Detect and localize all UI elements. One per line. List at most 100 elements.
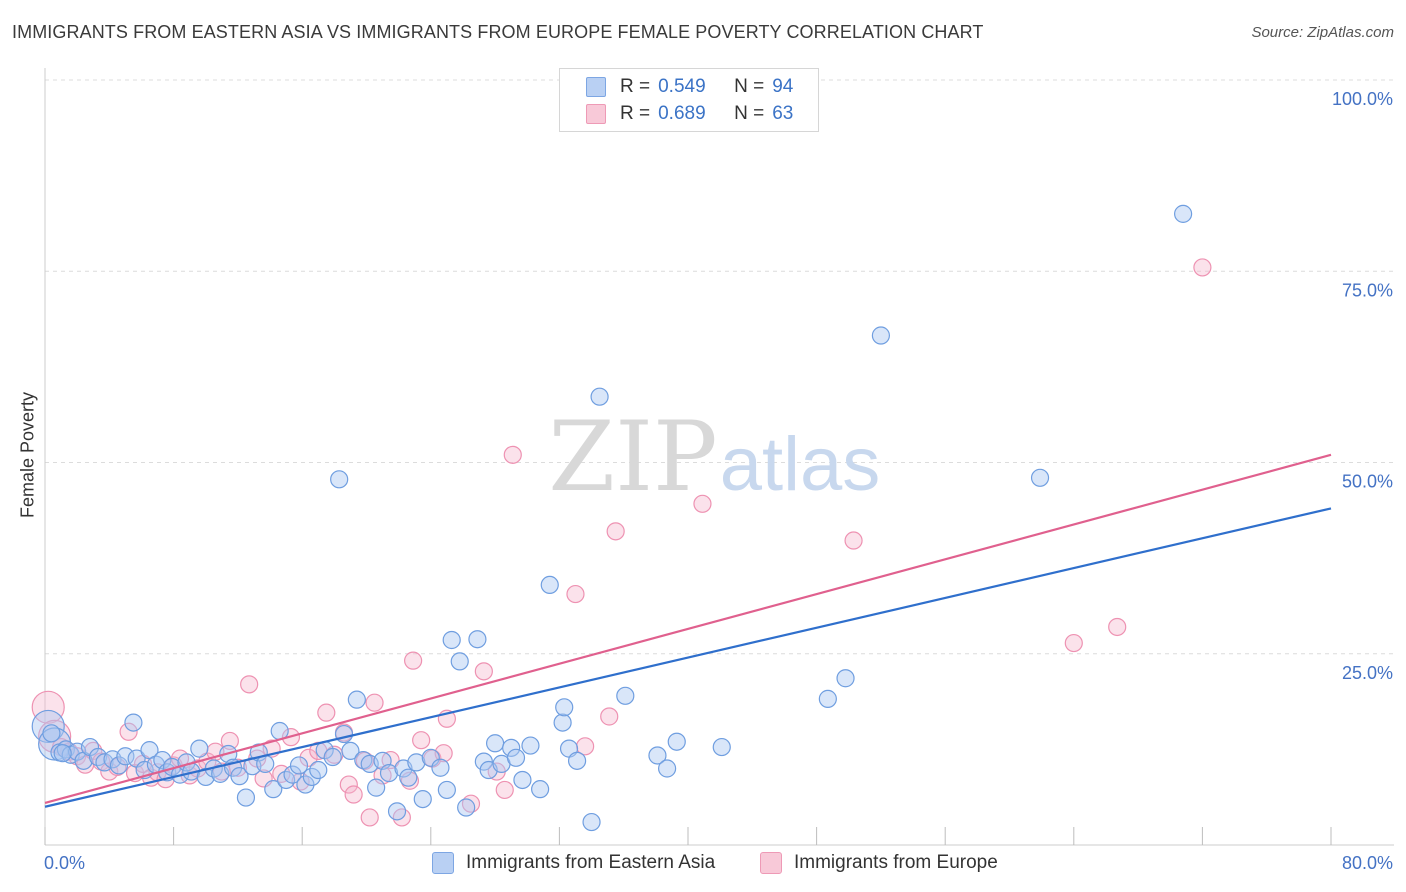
point-eastern-asia — [407, 753, 426, 772]
legend-n-value: 63 — [772, 103, 794, 124]
point-eastern-asia — [399, 768, 418, 787]
point-eastern-asia — [109, 756, 129, 775]
point-europe — [576, 737, 595, 756]
legend-r-value: 0.689 — [658, 103, 706, 124]
point-eastern-asia — [31, 709, 65, 744]
gridlines — [45, 79, 1394, 655]
point-europe — [566, 584, 585, 604]
point-europe — [119, 722, 138, 741]
legend-r-label: R = — [620, 103, 651, 124]
series-europe-points — [31, 258, 1212, 827]
point-europe — [360, 808, 379, 827]
point-eastern-asia — [658, 759, 677, 778]
point-europe — [365, 693, 384, 712]
trend-line-europe — [44, 453, 1332, 804]
point-europe — [606, 522, 625, 541]
point-eastern-asia — [236, 788, 256, 807]
point-eastern-asia — [442, 630, 461, 650]
bottom-legend-label-asia: Immigrants from Eastern Asia — [466, 852, 716, 873]
point-eastern-asia — [582, 812, 601, 832]
watermark-zip: ZIP — [548, 401, 717, 513]
point-eastern-asia — [334, 724, 354, 744]
point-eastern-asia — [506, 748, 526, 767]
point-eastern-asia — [1030, 468, 1050, 487]
point-eastern-asia — [567, 751, 587, 770]
point-eastern-asia — [667, 732, 686, 751]
point-eastern-asia — [521, 736, 540, 755]
tick-labels: 100.0% 75.0% 50.0% 25.0% 0.0% 80.0% — [44, 89, 1393, 873]
point-eastern-asia — [474, 752, 493, 771]
point-eastern-asia — [379, 763, 399, 783]
legend-row-europe: R = 0.689 N = 63 — [586, 102, 793, 126]
point-eastern-asia — [309, 760, 328, 780]
axes — [44, 68, 1394, 846]
legend-n-label: N = — [734, 76, 765, 97]
legend-n-value: 94 — [772, 76, 794, 97]
point-eastern-asia — [341, 741, 360, 761]
point-eastern-asia — [289, 756, 309, 775]
x-tick-label: 0.0% — [44, 853, 85, 873]
point-europe — [495, 780, 514, 800]
point-eastern-asia — [421, 748, 440, 767]
watermark: ZIP atlas — [548, 401, 880, 513]
point-eastern-asia — [540, 575, 559, 595]
point-europe — [600, 707, 619, 726]
point-europe — [392, 808, 411, 827]
point-europe — [693, 494, 712, 513]
point-eastern-asia — [264, 780, 283, 799]
point-eastern-asia — [437, 780, 456, 800]
point-eastern-asia — [347, 690, 366, 709]
point-europe — [1193, 258, 1212, 277]
bottom-legend-swatch-europe — [760, 852, 782, 874]
point-europe — [503, 445, 522, 464]
y-tick-label: 75.0% — [1342, 280, 1393, 300]
point-eastern-asia — [302, 767, 321, 787]
point-eastern-asia — [553, 713, 572, 732]
point-eastern-asia — [283, 765, 302, 784]
point-eastern-asia — [531, 780, 550, 799]
point-eastern-asia — [323, 747, 342, 767]
point-eastern-asia — [616, 686, 635, 705]
point-eastern-asia — [712, 737, 731, 757]
point-eastern-asia — [330, 470, 349, 489]
series-asia-points — [31, 204, 1193, 832]
source-label: Source: ZipAtlas.com — [1251, 24, 1394, 41]
x-tick-label: 80.0% — [1342, 853, 1393, 873]
point-eastern-asia — [502, 738, 521, 757]
legend-r-value: 0.549 — [658, 76, 706, 97]
point-europe — [404, 651, 423, 670]
point-europe — [355, 751, 374, 770]
bottom-legend-europe: Immigrants from Europe — [760, 852, 998, 874]
point-eastern-asia — [468, 630, 487, 649]
legend-r-label: R = — [620, 76, 651, 97]
point-eastern-asia — [190, 739, 209, 758]
point-europe — [240, 675, 259, 694]
point-europe — [31, 690, 65, 724]
point-eastern-asia — [590, 387, 609, 406]
point-europe — [220, 731, 239, 751]
point-eastern-asia — [116, 747, 135, 766]
y-tick-label: 25.0% — [1342, 663, 1393, 683]
point-europe — [474, 662, 493, 681]
point-eastern-asia — [230, 767, 249, 786]
trend-line-eastern-asia — [44, 507, 1332, 808]
bottom-legend-swatch-asia — [432, 852, 454, 874]
point-eastern-asia — [486, 734, 505, 753]
y-tick-label: 100.0% — [1332, 89, 1393, 109]
legend-swatch-asia — [586, 77, 606, 97]
point-eastern-asia — [387, 802, 407, 821]
watermark-atlas: atlas — [720, 422, 881, 507]
point-eastern-asia — [53, 744, 72, 763]
point-eastern-asia — [431, 758, 450, 777]
point-europe — [317, 703, 336, 722]
point-eastern-asia — [871, 326, 891, 345]
legend-row-asia: R = 0.549 N = 94 — [586, 75, 793, 99]
point-eastern-asia — [818, 689, 837, 708]
legend: R = 0.549 N = 94 R = 0.689 N = 63 — [559, 68, 819, 132]
point-eastern-asia — [42, 724, 61, 743]
point-eastern-asia — [124, 713, 143, 732]
point-eastern-asia — [413, 789, 432, 809]
trend-lines — [44, 453, 1332, 808]
point-europe — [844, 531, 863, 550]
